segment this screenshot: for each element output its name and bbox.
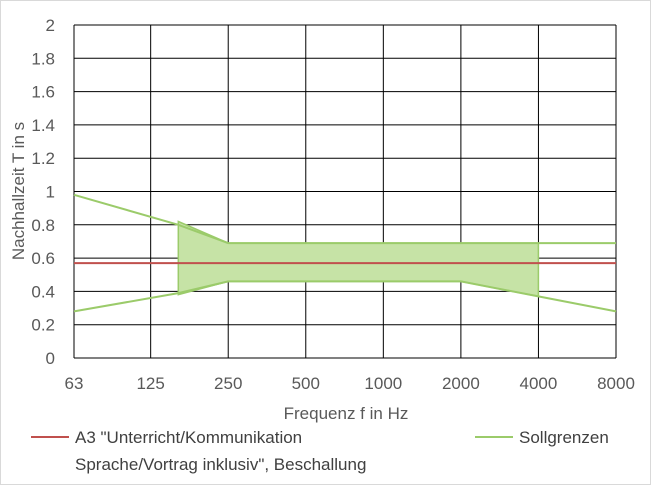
y-tick-label: 0.2 — [31, 316, 55, 335]
y-tick-label: 0 — [46, 349, 55, 368]
legend-label-a3-line1: A3 "Unterricht/Kommunikation — [75, 428, 302, 447]
legend-label-sollgrenzen: Sollgrenzen — [519, 428, 609, 447]
x-tick-label: 1000 — [364, 374, 402, 393]
x-tick-label: 8000 — [597, 374, 635, 393]
y-tick-label: 1 — [46, 183, 55, 202]
y-tick-labels: 0 0.2 0.4 0.6 0.8 1 1.2 1.4 1.6 1.8 2 — [31, 16, 55, 368]
series-sollgrenzen-upper — [73, 193, 616, 245]
y-tick-label: 1.6 — [31, 83, 55, 102]
grid — [73, 24, 617, 359]
x-tick-label: 250 — [214, 374, 242, 393]
y-tick-label: 1.4 — [31, 116, 55, 135]
x-tick-label: 500 — [292, 374, 320, 393]
series-sollgrenzen-lower — [73, 280, 617, 313]
y-tick-label: 0.4 — [31, 282, 55, 301]
series-layer — [73, 193, 617, 313]
x-axis-title: Frequenz f in Hz — [284, 404, 409, 423]
legend-label-a3-line2: Sprache/Vortrag inklusiv", Beschallung — [75, 455, 366, 474]
legend: A3 "Unterricht/Kommunikation Sprache/Vor… — [31, 428, 609, 474]
x-tick-label: 4000 — [520, 374, 558, 393]
x-tick-label: 125 — [136, 374, 164, 393]
y-axis-title: Nachhallzeit T in s — [9, 122, 28, 260]
x-tick-labels: 63 125 250 500 1000 2000 4000 8000 — [65, 374, 635, 393]
x-tick-label: 63 — [65, 374, 84, 393]
y-tick-label: 0.8 — [31, 216, 55, 235]
y-tick-label: 1.8 — [31, 49, 55, 68]
y-tick-label: 2 — [46, 16, 55, 35]
y-tick-label: 0.6 — [31, 249, 55, 268]
y-tick-label: 1.2 — [31, 149, 55, 168]
x-tick-label: 2000 — [442, 374, 480, 393]
